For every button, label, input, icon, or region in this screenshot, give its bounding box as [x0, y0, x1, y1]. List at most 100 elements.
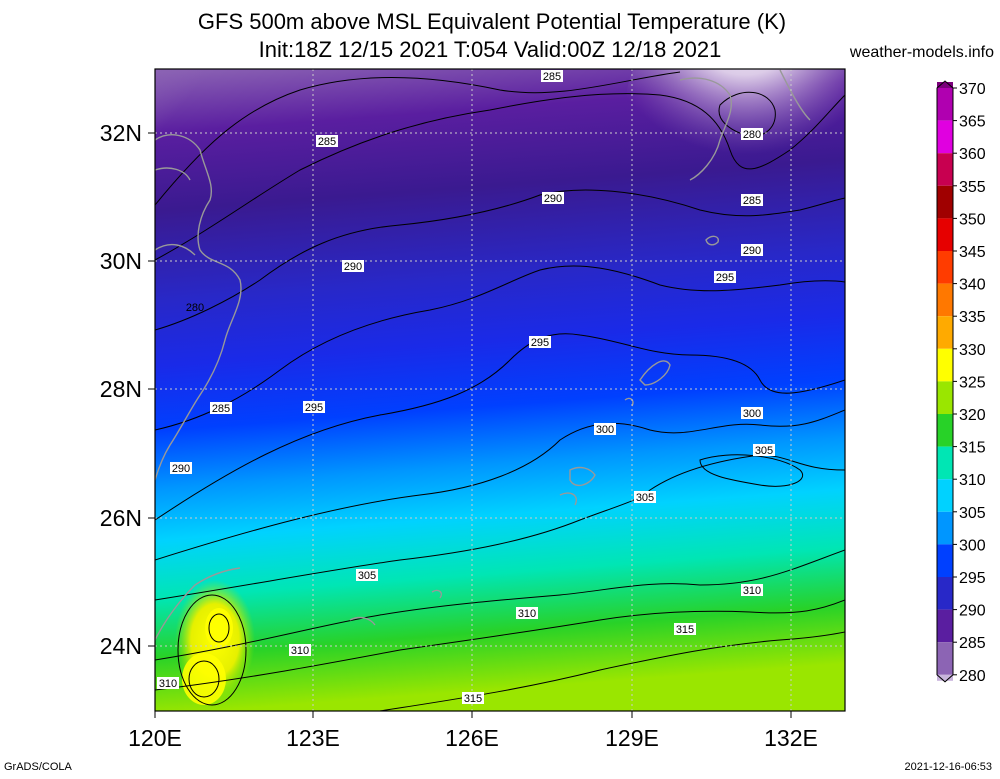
svg-text:290: 290 — [344, 261, 362, 273]
contour-label-280-ne: 280 — [741, 128, 763, 141]
colorbar-swatch — [937, 381, 953, 414]
colorbar-swatch — [937, 82, 953, 88]
colorbar-swatch — [937, 283, 953, 317]
contour-label-305-west: 305 — [356, 569, 378, 582]
lat-label-26n: 26N — [100, 505, 142, 531]
contour-label-290-west: 290 — [342, 260, 364, 273]
lon-label-129e: 129E — [605, 725, 659, 751]
svg-text:280: 280 — [186, 302, 204, 314]
colorbar-label: 300 — [959, 537, 986, 554]
colorbar-swatch — [937, 609, 953, 643]
colorbar-swatch — [937, 479, 953, 512]
svg-text:305: 305 — [358, 570, 376, 582]
svg-text:290: 290 — [544, 193, 562, 205]
svg-text:295: 295 — [716, 272, 734, 284]
isotherm-contours — [155, 71, 845, 711]
contour-label-305-east: 305 — [753, 444, 775, 457]
longitude-labels: 120E 123E 126E 129E 132E — [128, 725, 818, 751]
colorbar-label: 335 — [959, 309, 986, 326]
field-shading — [155, 69, 845, 711]
colorbar-label: 285 — [959, 635, 986, 652]
svg-text:285: 285 — [743, 195, 761, 207]
contour-label-300-center: 300 — [594, 423, 616, 436]
map-title: GFS 500m above MSL Equivalent Potential … — [197, 9, 787, 34]
contour-label-290-east: 290 — [741, 244, 763, 257]
plot-frame — [154, 68, 846, 712]
colorbar-swatch — [937, 544, 953, 577]
lon-label-123e: 123E — [286, 725, 340, 751]
svg-text:310: 310 — [291, 645, 309, 657]
contour-label-285-sw: 285 — [210, 402, 232, 415]
contour-label-300-east: 300 — [741, 407, 763, 420]
svg-text:310: 310 — [159, 678, 177, 690]
colorbar-label: 345 — [959, 244, 986, 261]
colorbar-swatch — [937, 511, 953, 545]
svg-text:300: 300 — [743, 408, 761, 420]
colorbar-label: 325 — [959, 374, 986, 391]
contour-label-310-west: 310 — [289, 644, 311, 657]
svg-text:310: 310 — [743, 585, 761, 597]
lat-label-24n: 24N — [100, 633, 142, 659]
svg-text:305: 305 — [755, 445, 773, 457]
colorbar-label: 280 — [959, 668, 986, 685]
colorbar-label: 355 — [959, 179, 986, 196]
colorbar-label: 305 — [959, 505, 986, 522]
contour-label-290-sw: 290 — [170, 462, 192, 475]
contour-labels: 285 285 280 290 285 290 290 295 280 295 … — [157, 70, 775, 705]
contour-label-310-center: 310 — [516, 607, 538, 620]
lat-label-28n: 28N — [100, 376, 142, 402]
lon-label-132e: 132E — [764, 725, 818, 751]
colorbar-swatch — [937, 251, 953, 284]
graticule — [155, 69, 845, 711]
colorbar-swatch — [937, 414, 953, 447]
colorbar-swatch — [937, 674, 953, 681]
colorbar-swatch — [937, 348, 953, 382]
generation-timestamp: 2021-12-16-06:53 — [904, 761, 992, 773]
colorbar-swatch — [937, 153, 953, 186]
svg-text:285: 285 — [543, 71, 561, 83]
svg-text:295: 295 — [531, 337, 549, 349]
colorbar-swatch — [937, 446, 953, 480]
svg-text:285: 285 — [212, 403, 230, 415]
contour-label-295-west: 295 — [303, 401, 325, 414]
contour-label-310-east: 310 — [741, 584, 763, 597]
lat-label-32n: 32N — [100, 120, 142, 146]
colorbar-label: 315 — [959, 440, 986, 457]
svg-text:295: 295 — [305, 402, 323, 414]
svg-text:310: 310 — [518, 608, 536, 620]
source-website: weather-models.info — [849, 44, 994, 61]
software-credit: GrADS/COLA — [4, 761, 72, 773]
colorbar: 370 365 360 355 350 345 340 335 330 325 320 315 310 3… — [936, 80, 986, 685]
colorbar-label: 310 — [959, 472, 986, 489]
svg-text:290: 290 — [743, 245, 761, 257]
colorbar-swatch — [937, 577, 953, 610]
colorbar-swatch — [937, 120, 953, 154]
coastlines — [155, 69, 811, 641]
svg-text:315: 315 — [464, 693, 482, 705]
contour-label-285-nw: 285 — [316, 135, 338, 148]
colorbar-label: 340 — [959, 277, 986, 294]
svg-text:290: 290 — [172, 463, 190, 475]
colorbar-swatch — [937, 316, 953, 349]
colorbar-label: 320 — [959, 407, 986, 424]
colorbar-label: 370 — [959, 81, 986, 98]
contour-label-315-east: 315 — [674, 623, 696, 636]
svg-text:285: 285 — [318, 136, 336, 148]
colorbar-label: 350 — [959, 211, 986, 228]
lon-label-126e: 126E — [445, 725, 499, 751]
contour-label-310-far-west: 310 — [157, 677, 179, 690]
latitude-labels: 32N 30N 28N 26N 24N — [100, 120, 142, 659]
colorbar-label: 295 — [959, 570, 986, 587]
colorbar-swatch — [937, 88, 953, 121]
colorbar-label: 365 — [959, 114, 986, 131]
svg-text:315: 315 — [676, 624, 694, 636]
contour-label-285-top: 285 — [541, 70, 563, 83]
colorbar-label: 290 — [959, 603, 986, 620]
contour-label-290-north: 290 — [542, 192, 564, 205]
contour-label-285-east: 285 — [741, 194, 763, 207]
contour-label-280-west: 280 — [186, 302, 204, 314]
colorbar-label: 360 — [959, 146, 986, 163]
lat-label-30n: 30N — [100, 248, 142, 274]
contour-label-295-center: 295 — [529, 336, 551, 349]
